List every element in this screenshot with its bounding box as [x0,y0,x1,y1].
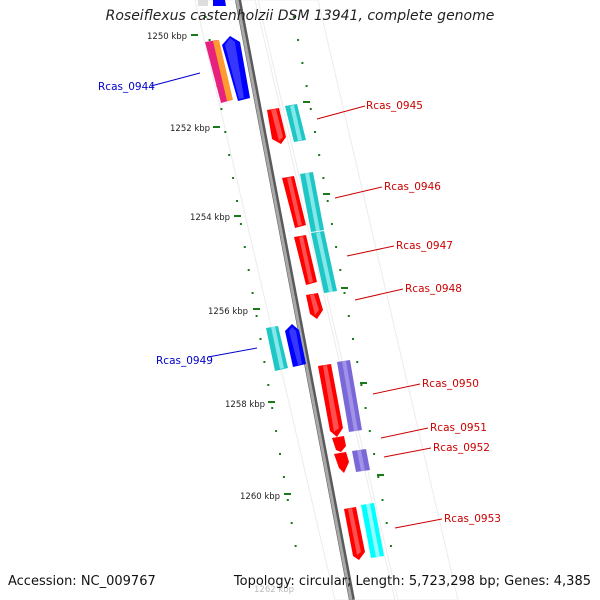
right-ticks [303,101,384,476]
track-dot [259,338,262,340]
ruler-label: 1250 kbp [147,32,187,42]
ruler-tick [284,493,291,495]
track-dot [267,384,270,386]
left-dotted-track [204,16,297,547]
ruler-label: 1262 kbp [254,585,294,595]
track-dot [204,16,207,18]
track-dot [377,476,380,478]
track-dot [305,85,308,87]
track-dot [208,39,211,41]
gene-rcas-0952[interactable] [334,449,370,473]
track-dot [271,407,274,409]
gene-label-rcas-0948[interactable]: Rcas_0948 [405,283,462,295]
track-dot [368,430,371,432]
track-dot [243,246,246,248]
track-dot [356,361,359,363]
ruler-tick [253,308,260,310]
track-dot [314,131,316,133]
track-dot [255,315,258,317]
topology-text: Topology: circular; Length: 5,723,298 bp… [233,574,591,589]
ruler-tick [377,474,384,476]
partial-gene-top [198,0,226,6]
gene-label-rcas-0947[interactable]: Rcas_0947 [396,240,453,252]
backbone [235,0,355,600]
track-dot [389,545,392,547]
slot-outlines [194,0,459,600]
ruler-tick [213,126,220,128]
right-dotted-track [292,16,392,547]
gene-label-rcas-0945[interactable]: Rcas_0945 [366,100,423,112]
track-dot [220,108,223,110]
ruler-tick [268,401,275,403]
track-dot [352,338,354,340]
track-dot [347,315,350,317]
track-dot [239,223,242,225]
gene-rcas-0950[interactable] [318,360,362,437]
map-title: Roseiflexus castenholzii DSM 13941, comp… [105,8,495,24]
track-dot [236,200,238,202]
track-dot [381,499,384,501]
track-dot [326,200,329,202]
track-dot [251,292,254,294]
gene-label-rcas-0944[interactable]: Rcas_0944 [98,81,155,93]
track-dot [292,16,295,18]
track-dot [279,453,281,455]
ruler-tick [341,287,348,289]
track-dot [224,131,227,133]
dotted-tracks [204,16,392,547]
gene-rcas-0945[interactable] [267,104,306,144]
gene-rcas-0944[interactable] [205,36,250,103]
track-dot [286,499,289,501]
track-dot [335,246,338,248]
gene-rcas-0947[interactable] [294,231,337,293]
accession-text: Accession: NC_009767 [8,574,156,589]
track-dot [228,154,231,156]
gene-label-rcas-0950[interactable]: Rcas_0950 [422,378,479,390]
gene-rcas-0953[interactable] [344,503,384,560]
gene-labels: Rcas_0944 Rcas_0945 Rcas_0946 Rcas_0947 … [98,81,501,525]
ruler-label: 1252 kbp [170,124,210,134]
ruler-label: 1260 kbp [240,492,280,502]
ruler-tick [323,193,330,195]
gene-rcas-0948[interactable] [306,293,323,319]
track-dot [339,269,342,271]
ruler-label: 1254 kbp [190,213,230,223]
ruler-tick [234,215,241,217]
track-dot [309,108,312,110]
track-dot [373,453,376,455]
gene-label-rcas-0946[interactable]: Rcas_0946 [384,181,441,193]
ruler: 1250 kbp 1252 kbp 1254 kbp 1256 kbp 1258… [147,32,294,595]
ruler-label: 1258 kbp [225,400,265,410]
track-dot [275,430,278,432]
track-dot [263,361,266,363]
track-dot [385,522,388,524]
gene-label-rcas-0953[interactable]: Rcas_0953 [444,513,501,525]
gene-label-rcas-0951[interactable]: Rcas_0951 [430,422,487,434]
track-dot [301,62,304,64]
gene-label-rcas-0949[interactable]: Rcas_0949 [156,355,213,367]
track-dot [290,522,293,524]
ruler-label: 1256 kbp [208,307,248,317]
track-dot [343,292,346,294]
track-dot [330,223,333,225]
gene-rcas-0946[interactable] [282,172,324,232]
track-dot [297,39,300,41]
track-dot [247,269,250,271]
track-dot [232,177,235,179]
gene-label-rcas-0952[interactable]: Rcas_0952 [433,442,490,454]
track-dot [294,545,297,547]
track-dot [282,476,285,478]
gene-rcas-0949[interactable] [266,324,306,371]
track-dot [360,384,363,386]
gene-rcas-0951[interactable] [332,436,346,452]
leader-lines [150,72,443,529]
track-dot [322,177,325,179]
ruler-tick [360,382,367,384]
track-dot [318,154,321,156]
track-dot [364,407,367,409]
ruler-tick [303,101,310,103]
ruler-tick [191,34,198,36]
